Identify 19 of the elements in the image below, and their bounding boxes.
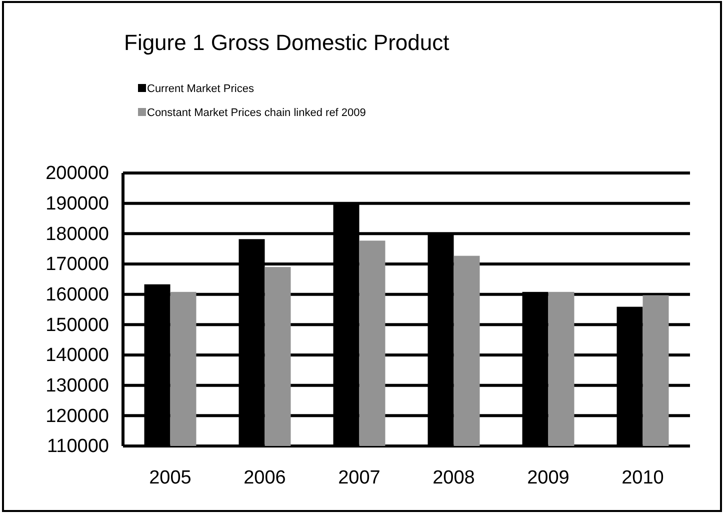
x-tick-label: 2006 [244, 467, 286, 488]
legend-label: Constant Market Prices chain linked ref 2009 [147, 107, 366, 119]
x-tick-label: 2007 [338, 467, 380, 488]
y-tick-label: 200000 [46, 163, 109, 184]
y-tick-label: 120000 [46, 406, 109, 427]
y-tick-label: 190000 [46, 193, 109, 214]
chart-title: Figure 1 Gross Domestic Product [124, 30, 450, 55]
x-tick-label: 2010 [622, 467, 664, 488]
y-tick-label: 150000 [46, 314, 109, 336]
x-tick-label: 2005 [149, 467, 192, 488]
y-tick-label: 130000 [46, 375, 109, 396]
y-tick-label: 180000 [46, 224, 109, 245]
y-tick-label: 110000 [47, 436, 109, 458]
x-tick-label: 2009 [527, 467, 570, 488]
x-tick-label: 2008 [432, 467, 475, 488]
y-tick-label: 160000 [46, 284, 109, 306]
legend-label: Current Market Prices [147, 83, 254, 95]
y-tick-label: 170000 [46, 254, 109, 276]
y-tick-label: 140000 [46, 345, 109, 366]
